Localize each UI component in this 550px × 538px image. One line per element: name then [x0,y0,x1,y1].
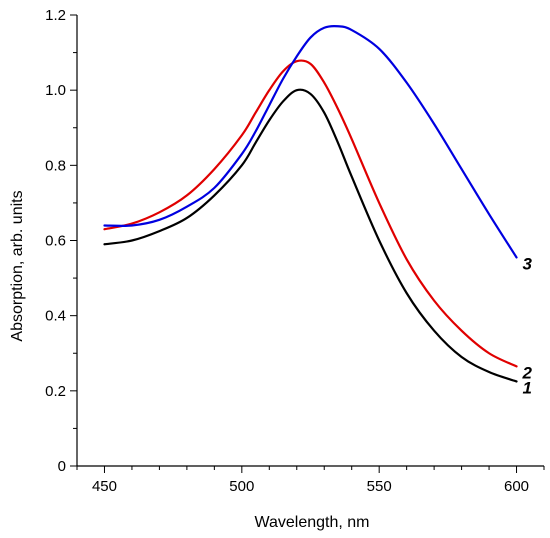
y-tick-label: 0.2 [45,383,66,400]
series-1-line [103,88,518,383]
y-tick-label: 0.8 [45,157,66,174]
y-tick-label: 0.4 [45,308,66,325]
series-1-label: 1 [523,378,532,397]
series-3-label: 3 [523,254,533,273]
y-tick-label: 0.6 [45,233,66,250]
y-tick-label: 1.0 [45,82,66,99]
y-tick-label: 1.2 [45,7,66,24]
x-axis-title: Wavelength, nm [254,514,369,531]
series-3-line [103,24,518,259]
plot-area: 0 0.2 0.4 0.6 0.8 1.0 1.2 450 500 550 600 12 3 [45,7,545,495]
x-tick-label: 550 [367,478,392,495]
series-2-line [103,59,518,368]
y-axis-title: Absorption, arb. units [9,190,26,341]
y-tick-label: 0 [58,458,66,475]
series-2-label: 2 [522,363,533,382]
x-tick-label: 500 [229,478,254,495]
x-tick-label: 600 [504,478,529,495]
x-tick-label: 450 [92,478,117,495]
